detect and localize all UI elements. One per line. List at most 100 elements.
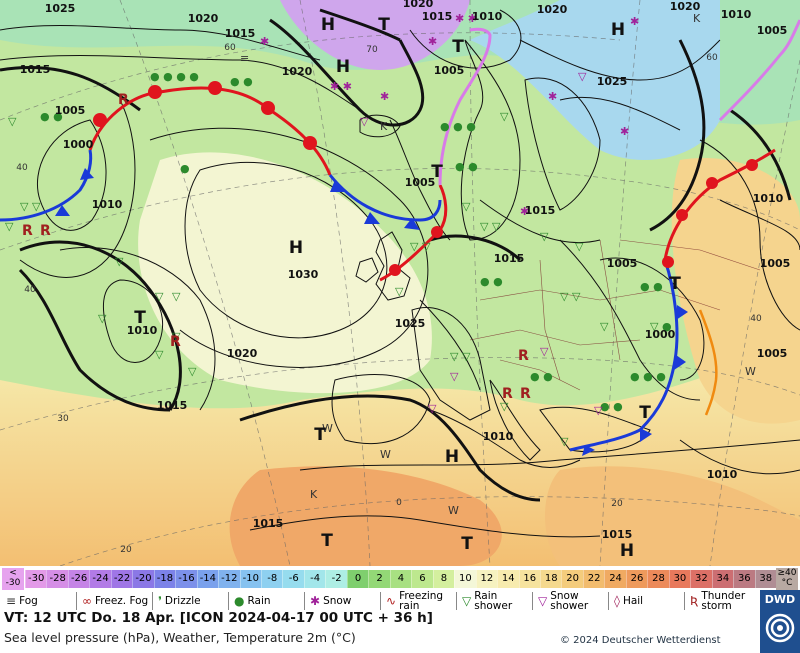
colorbar-above-label-bottom: °C: [781, 578, 793, 588]
isobar-label: 1020: [670, 0, 701, 13]
legend-label: Rain shower: [474, 590, 513, 612]
isobar-label: 1025: [395, 317, 426, 330]
colorbar-step: 12: [475, 570, 498, 588]
legend-item: ◊ Hail: [614, 591, 682, 611]
svg-text:▽: ▽: [115, 255, 124, 268]
svg-text:✱: ✱: [520, 205, 529, 218]
colorbar-above-cell: ≥40 °C: [776, 568, 798, 590]
isobar-label: 1010: [92, 198, 123, 211]
temperature-mark: 40: [24, 285, 36, 295]
colorbar-below-cell: < -30: [2, 568, 24, 590]
low-pressure-center: T: [378, 15, 390, 35]
svg-text:▽: ▽: [172, 290, 181, 303]
isobar-label: 1005: [434, 64, 465, 77]
svg-text:▽ ▽: ▽ ▽: [20, 200, 41, 213]
dwd-spiral-icon: [765, 613, 795, 643]
occluded-front-norway: [438, 27, 492, 186]
legend-item: ∿ Freezing rain: [386, 591, 454, 612]
svg-text:✱: ✱: [620, 125, 629, 138]
svg-text:▽: ▽: [540, 230, 549, 243]
svg-text:R: R: [118, 92, 129, 108]
isobar-label: 1020: [537, 3, 568, 16]
legend-item: Ʀ Thunder storm: [690, 591, 758, 612]
high-pressure-center: H: [336, 57, 350, 77]
low-pressure-center: T: [452, 37, 464, 57]
colorbar-step: 2: [368, 570, 390, 588]
colorbar-step: -20: [132, 570, 154, 588]
colorbar-step: 6: [411, 570, 433, 588]
colorbar-step: 22: [582, 570, 605, 588]
temperature-mark: 0: [396, 498, 402, 508]
colorbar-step: 28: [647, 570, 669, 588]
isobar-label: 1030: [288, 268, 319, 281]
high-pressure-center: H: [289, 238, 303, 258]
coastlines: [299, 39, 800, 471]
svg-text:● ● ●: ● ● ●: [440, 120, 476, 133]
svg-text:● ●: ● ●: [230, 75, 253, 88]
legend-label: Snow: [323, 595, 352, 607]
isobar-label: 1025: [45, 2, 76, 15]
svg-text:✱: ✱: [548, 90, 557, 103]
svg-text:R: R: [520, 386, 531, 402]
colorbar-step: 32: [690, 570, 712, 588]
legend-symbol-icon: ◊: [614, 594, 620, 608]
temperature-mark: 40: [16, 163, 28, 173]
high-pressure-center: H: [620, 541, 634, 561]
legend-separator: [304, 592, 305, 610]
legend-item: ❜ Drizzle: [158, 591, 226, 611]
isobar-label: 1000: [63, 138, 94, 151]
svg-text:≡: ≡: [240, 52, 249, 65]
legend-item: ▽ Rain shower: [462, 590, 530, 612]
isobar-label: 1005: [405, 176, 436, 189]
svg-text:▽: ▽: [540, 345, 549, 358]
legend-symbol-icon: Ʀ: [690, 594, 699, 608]
legend-separator: [532, 592, 533, 610]
svg-text:▽ ▽: ▽ ▽: [410, 240, 431, 253]
colorbar-step: -4: [303, 570, 326, 588]
svg-text:W: W: [380, 448, 391, 461]
svg-text:● ●: ● ●: [640, 280, 663, 293]
legend-item: ● Rain: [234, 591, 302, 611]
isobar-label: 1020: [188, 12, 219, 25]
colorbar-step: 14: [497, 570, 519, 588]
svg-text:● ●: ● ●: [455, 160, 478, 173]
colorbar-step: 36: [733, 570, 755, 588]
legend-label: Hail: [622, 595, 644, 607]
isobar-label: 1020: [403, 0, 434, 10]
colorbar-step: 20: [561, 570, 583, 588]
svg-text:● ●: ● ●: [530, 370, 553, 383]
colorbar-step: 10: [454, 570, 476, 588]
svg-text:R: R: [40, 223, 51, 239]
colorbar-step: -24: [89, 570, 111, 588]
svg-text:✱: ✱: [428, 35, 437, 48]
legend-label: Freez. Fog: [95, 595, 149, 607]
map-info: VT: 12 UTC Do. 18 Apr. [ICON 2024-04-17 …: [0, 610, 760, 653]
colorbar-step: 16: [518, 570, 540, 588]
temperature-colorbar: < -30 -30 -28 -26 -24 -22 -20 -18 -16 -14 -12 -10-…: [0, 566, 800, 590]
isobar-label: 1010: [127, 324, 158, 337]
svg-text:▽ ▽: ▽ ▽: [560, 290, 581, 303]
isobar-label: 1000: [645, 328, 676, 341]
isobars-bold: [0, 8, 792, 502]
legend-symbol-icon: ▽: [462, 594, 472, 608]
copyright: © 2024 Deutscher Wetterdienst: [560, 635, 721, 646]
colorbar-step: 38: [754, 570, 776, 588]
low-pressure-center: T: [431, 162, 443, 182]
svg-text:✱: ✱: [630, 15, 639, 28]
legend-label: Rain: [247, 595, 271, 607]
svg-text:▽: ▽: [155, 348, 164, 361]
temperature-mark: 20: [120, 545, 132, 555]
isobar-label: 1005: [760, 257, 791, 270]
colorbar-step: 0: [346, 570, 369, 588]
svg-text:K: K: [310, 488, 318, 501]
svg-text:▽: ▽: [500, 110, 509, 123]
colorbar-step: 30: [668, 570, 691, 588]
svg-text:● ● ●: ● ● ●: [630, 370, 666, 383]
colorbar-step: -18: [153, 570, 176, 588]
legend-symbol-icon: ❜: [158, 594, 162, 608]
legend-label: Snow shower: [550, 590, 589, 612]
svg-text:K: K: [693, 12, 701, 25]
svg-text:K: K: [380, 120, 388, 133]
svg-text:✱: ✱: [260, 35, 269, 48]
